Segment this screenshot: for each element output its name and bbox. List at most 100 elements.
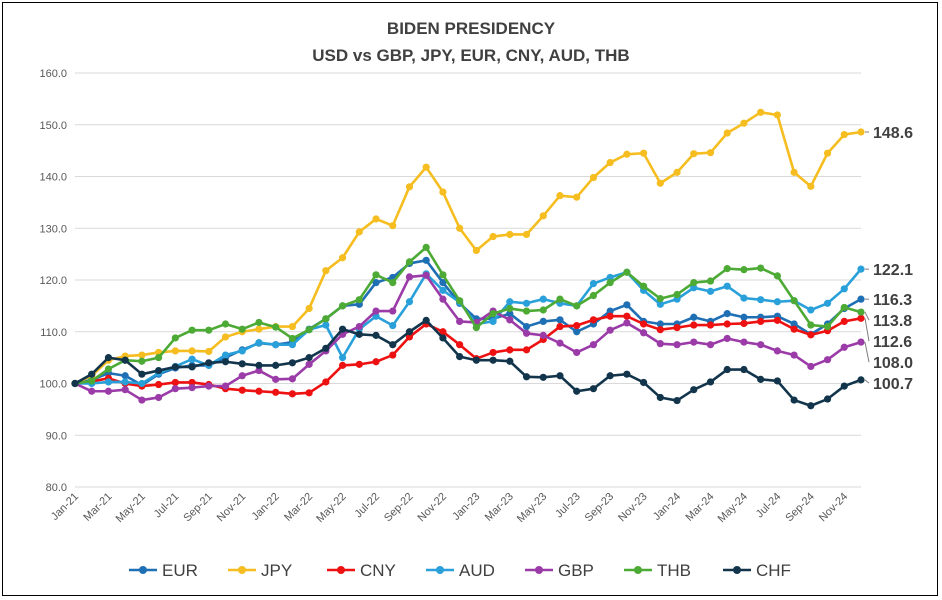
data-point (221, 382, 230, 390)
data-point (405, 183, 414, 191)
data-point (606, 326, 614, 334)
x-tick-label: Jul-24 (754, 491, 784, 521)
y-tick-label: 140.0 (39, 172, 67, 184)
data-point (472, 246, 480, 255)
data-point (773, 377, 781, 385)
data-point (807, 306, 815, 314)
data-point (389, 307, 397, 315)
data-point (138, 396, 146, 404)
data-point (188, 384, 196, 392)
data-point (272, 375, 280, 383)
data-point (740, 313, 748, 321)
data-point (673, 341, 681, 349)
y-axis-ticks: 80.0 90.0 100.0 110.0 120.0 130.0 140.0 150.0 16… (39, 68, 67, 494)
data-point (171, 334, 179, 342)
data-point (121, 372, 129, 380)
data-point (606, 278, 614, 287)
data-point (857, 295, 865, 303)
data-point (740, 338, 748, 346)
data-point (288, 334, 297, 343)
data-point (556, 192, 564, 200)
data-point (706, 378, 715, 386)
data-point (539, 306, 547, 314)
data-point (606, 312, 614, 320)
data-point (255, 325, 263, 333)
data-point (573, 302, 581, 310)
data-point (171, 385, 179, 393)
data-point (104, 387, 113, 395)
data-point (556, 322, 564, 331)
data-point (690, 150, 698, 158)
data-point (372, 331, 380, 339)
data-point (372, 307, 380, 315)
data-point (372, 278, 380, 287)
y-tick-label: 130.0 (39, 223, 67, 235)
x-tick-label: Nov-22 (415, 491, 449, 525)
data-point (639, 378, 648, 387)
data-point (506, 357, 514, 365)
data-point (439, 286, 447, 294)
x-tick-label: Sep-24 (783, 491, 817, 525)
data-point (623, 268, 631, 276)
legend-label: CNY (360, 561, 396, 580)
legend-label: EUR (162, 561, 198, 580)
data-point (238, 372, 246, 380)
data-point (422, 271, 430, 279)
data-point (456, 341, 464, 349)
data-point (723, 365, 731, 374)
end-labels: 148.6 122.1 116.3 113.8 112.6 108.0 100.7 (864, 125, 913, 393)
data-point (857, 128, 865, 136)
data-point (205, 382, 213, 390)
data-point (338, 361, 347, 369)
data-point (121, 356, 129, 364)
data-point (155, 393, 163, 402)
data-point (606, 158, 614, 167)
data-point (255, 361, 263, 369)
data-point (556, 339, 564, 347)
legend-label: THB (657, 561, 691, 580)
data-point (489, 317, 497, 325)
data-point (489, 232, 497, 241)
legend-label: AUD (459, 561, 495, 580)
data-point (673, 168, 681, 176)
data-point (221, 333, 230, 341)
data-point (857, 314, 865, 322)
data-point (422, 163, 430, 171)
data-point (656, 326, 664, 334)
data-point (188, 363, 196, 371)
data-point (389, 321, 397, 330)
x-tick-label: May-22 (314, 491, 348, 525)
data-point (272, 388, 280, 396)
data-point (439, 295, 447, 303)
x-tick-label: Sep-23 (583, 491, 617, 525)
x-tick-label: Nov-23 (616, 491, 650, 525)
data-point (823, 299, 832, 307)
data-point (372, 358, 380, 366)
data-point (823, 395, 832, 403)
data-point (522, 307, 531, 315)
data-point (790, 351, 798, 359)
data-point (338, 254, 347, 262)
data-point (522, 346, 531, 354)
data-point (322, 321, 330, 329)
x-tick-label: Sep-22 (382, 491, 416, 525)
data-point (706, 321, 715, 329)
data-point (639, 282, 648, 290)
data-point (656, 300, 664, 308)
x-tick-label: Mar-22 (282, 491, 315, 524)
data-point (255, 318, 263, 327)
data-point (773, 298, 781, 306)
data-point (188, 326, 196, 334)
data-point (606, 372, 614, 380)
data-point (355, 330, 363, 338)
end-label-chf: 100.7 (873, 376, 913, 393)
data-point (506, 346, 514, 354)
data-point (522, 230, 531, 239)
data-point (305, 326, 313, 334)
data-point (723, 334, 731, 343)
data-point (221, 358, 230, 366)
data-point (589, 173, 598, 182)
data-point (840, 303, 848, 312)
legend-swatch-marker (733, 566, 741, 574)
x-axis-ticks: Jan-21 Mar-21 May-21 Jul-21 Sep-21 Nov-21 Jan-… (49, 491, 851, 525)
